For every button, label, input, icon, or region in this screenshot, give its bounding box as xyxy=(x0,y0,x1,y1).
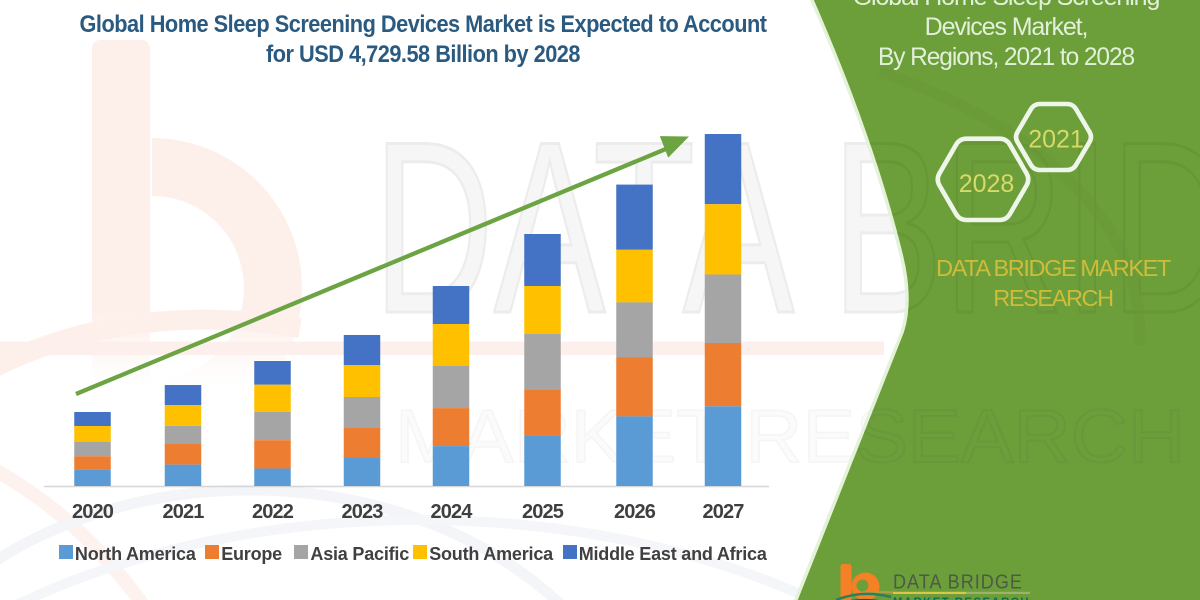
svg-text:2028: 2028 xyxy=(959,170,1015,198)
svg-text:MARKET RESEARCH: MARKET RESEARCH xyxy=(893,597,1030,600)
svg-text:2021: 2021 xyxy=(1028,125,1084,153)
svg-text:DATA BRIDGE: DATA BRIDGE xyxy=(893,571,1023,594)
